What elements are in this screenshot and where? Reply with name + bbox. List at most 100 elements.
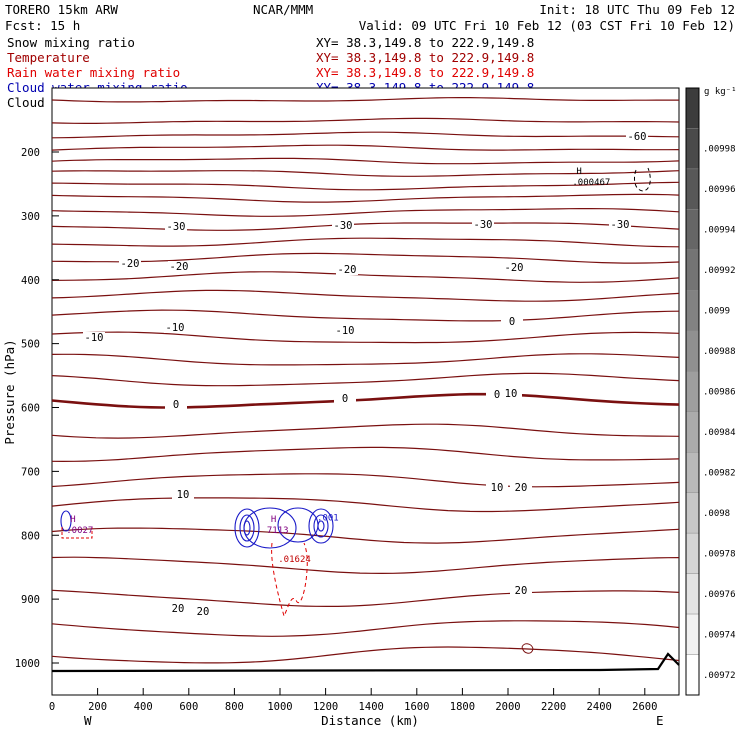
isotherm-line bbox=[51, 556, 680, 575]
contour-label-bg bbox=[500, 388, 522, 399]
legend-field-name: Snow mixing ratio bbox=[7, 35, 135, 50]
contour-label-bg bbox=[626, 131, 648, 142]
contour-label-bg bbox=[334, 325, 356, 336]
cloud-water-contour bbox=[317, 520, 325, 532]
contour-label: -20 bbox=[170, 261, 189, 273]
cloud-water-contour bbox=[243, 507, 297, 549]
x-tick-label: 2000 bbox=[495, 701, 520, 713]
contour-label-bg bbox=[486, 389, 508, 400]
x-tick-label: 1800 bbox=[450, 701, 475, 713]
legend-field-name: Temperature bbox=[7, 50, 90, 65]
isotherm-line bbox=[51, 589, 680, 607]
colorbar-label: .00972 bbox=[703, 671, 736, 681]
isotherm-line bbox=[51, 392, 680, 409]
cloud-water-contour bbox=[239, 514, 255, 542]
east-label: E bbox=[656, 713, 664, 728]
colorbar-label: .0098 bbox=[703, 509, 730, 519]
contour-label-bg bbox=[332, 220, 354, 231]
x-tick-label: 800 bbox=[225, 701, 244, 713]
contour-label: 0 bbox=[342, 393, 348, 405]
x-tick-label: 600 bbox=[179, 701, 198, 713]
legend-field-xy: XY= 38.3,149.8 to 222.9,149.8 bbox=[316, 50, 534, 65]
contour-label: -30 bbox=[167, 221, 186, 233]
contour-label-bg bbox=[501, 316, 523, 327]
colorbar-swatch bbox=[685, 209, 700, 251]
x-tick-label: 2600 bbox=[632, 701, 657, 713]
forecast-hour: Fcst: 15 h bbox=[5, 18, 80, 33]
colorbar-frame bbox=[685, 87, 700, 696]
plot-frame bbox=[51, 87, 680, 696]
colorbar-label: .00998 bbox=[703, 145, 736, 155]
center-title: NCAR/MMM bbox=[253, 2, 313, 17]
colorbar-label: .0099 bbox=[703, 307, 730, 317]
contour-label-bg bbox=[486, 482, 508, 493]
west-label: W bbox=[84, 713, 92, 728]
contour-label: 0 bbox=[509, 316, 515, 328]
isotherm-line bbox=[51, 620, 680, 637]
colorbar-swatch bbox=[685, 532, 700, 574]
y-tick-label: 200 bbox=[21, 147, 40, 159]
colorbar-swatch bbox=[685, 249, 700, 291]
colorbar-label: .00992 bbox=[703, 266, 736, 276]
terrain-line bbox=[51, 652, 680, 673]
contour-label-bg bbox=[334, 393, 356, 404]
isotherm-line bbox=[51, 222, 680, 231]
extremum-value: .01624 bbox=[278, 555, 311, 565]
colorbar-label: .00988 bbox=[703, 347, 736, 357]
colorbar-swatch bbox=[685, 573, 700, 615]
rain-water-contour bbox=[271, 542, 308, 618]
isotherm-line bbox=[51, 170, 680, 177]
isotherm-line bbox=[51, 144, 680, 151]
contour-label: 20 bbox=[197, 606, 210, 618]
contour-label-bg bbox=[510, 482, 532, 493]
contour-label: 10 bbox=[177, 489, 190, 501]
isotherm-line bbox=[51, 423, 680, 439]
extremum-symbol: H bbox=[576, 167, 581, 177]
contour-label-bg bbox=[164, 322, 186, 333]
colorbar-swatch bbox=[685, 87, 700, 129]
colorbar-unit: g kg⁻¹ bbox=[704, 87, 737, 97]
x-tick-label: 0 bbox=[49, 701, 55, 713]
contour-label: 10 bbox=[491, 482, 504, 494]
x-tick-label: 1400 bbox=[359, 701, 384, 713]
x-tick-label: 2400 bbox=[587, 701, 612, 713]
y-axis-label: Pressure (hPa) bbox=[2, 339, 17, 444]
colorbar-swatch bbox=[685, 613, 700, 655]
x-tick-label: 1000 bbox=[267, 701, 292, 713]
contour-label-bg bbox=[192, 606, 214, 617]
extremum-symbol: H bbox=[271, 515, 276, 525]
contour-label: 20 bbox=[515, 585, 528, 597]
isotherm-line bbox=[51, 331, 680, 344]
colorbar-swatch bbox=[685, 654, 700, 696]
isotherm-line bbox=[51, 252, 680, 264]
isotherm-line bbox=[51, 271, 680, 283]
init-time: Init: 18 UTC Thu 09 Feb 12 bbox=[539, 2, 735, 17]
model-title: TORERO 15km ARW bbox=[5, 2, 118, 17]
colorbar-swatch bbox=[685, 330, 700, 372]
contour-label-bg bbox=[510, 585, 532, 596]
contour-label: 0 bbox=[173, 399, 179, 411]
colorbar-label: .00994 bbox=[703, 226, 736, 236]
cloud-water-contour bbox=[234, 508, 260, 548]
colorbar-label: .00976 bbox=[703, 590, 736, 600]
isotherm-line bbox=[51, 473, 680, 488]
contour-label: 10 bbox=[505, 388, 518, 400]
rain-water-contour bbox=[61, 527, 93, 539]
extremum-value: .001 bbox=[317, 513, 339, 523]
contour-labels: -60 -30 -30 -30 -30 -20 -20 -20 -20 -10 -10 -10 0 0 0 0… bbox=[83, 131, 648, 618]
y-tick-label: 700 bbox=[21, 466, 40, 478]
x-tick-label: 200 bbox=[88, 701, 107, 713]
contour-label-bg bbox=[165, 221, 187, 232]
contour-label: 0 bbox=[494, 389, 500, 401]
small-closed-contour bbox=[521, 643, 534, 654]
contour-label: -60 bbox=[628, 131, 647, 143]
x-tick-label: 1600 bbox=[404, 701, 429, 713]
legend-field-xy: XY= 38.3,149.8 to 222.9,149.8 bbox=[316, 35, 534, 50]
colorbar-label: .00996 bbox=[703, 185, 736, 195]
legend-field-xy: XY= 38.3,149.8 to 222.9,149.8 bbox=[316, 65, 534, 80]
contour-label: -20 bbox=[505, 262, 524, 274]
colorbar-swatch bbox=[685, 452, 700, 493]
contour-label-bg bbox=[609, 219, 631, 230]
colorbar-label: .00974 bbox=[703, 630, 736, 640]
